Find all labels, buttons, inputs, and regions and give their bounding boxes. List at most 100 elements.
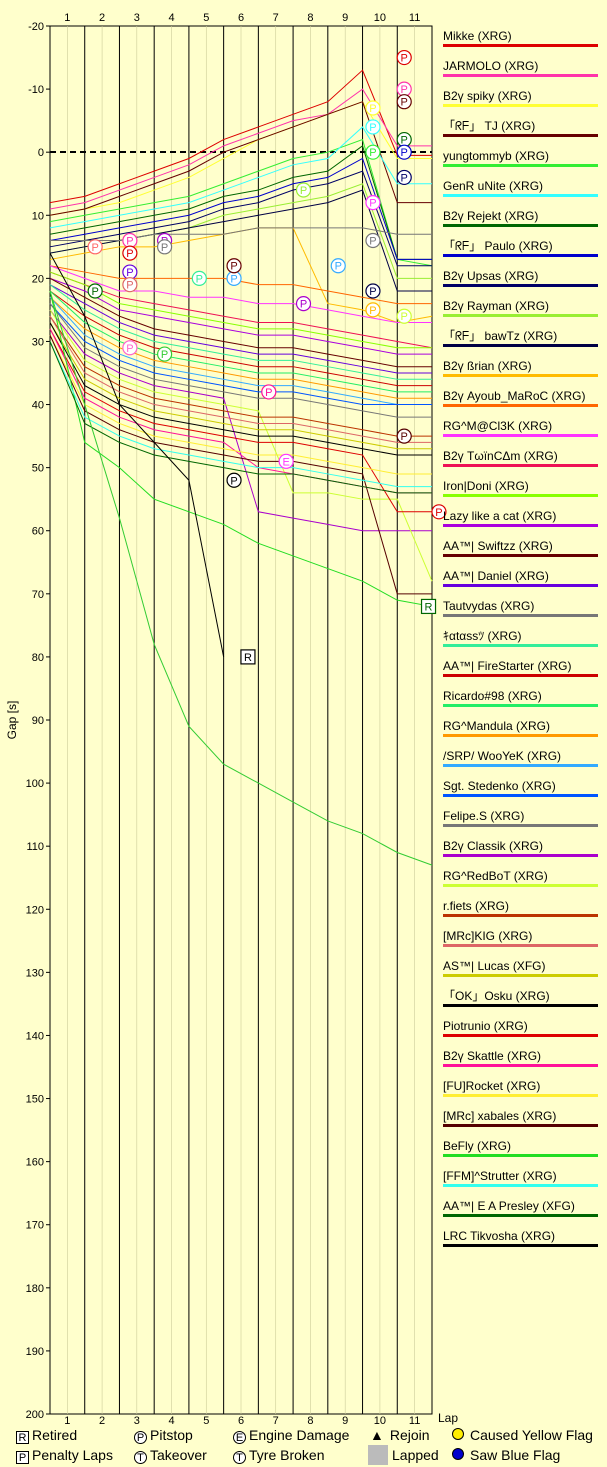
marker-p: P (226, 270, 242, 286)
pitstop-marker (365, 119, 381, 135)
x-tick-top: 4 (168, 12, 174, 24)
pitstop-marker (396, 49, 412, 66)
marker-r: R (240, 649, 256, 665)
legend-swatch (443, 344, 598, 347)
legend-swatch (443, 554, 598, 557)
series-line (49, 88, 432, 210)
legend-entry: 「ᖇᖴ」 TJ (XRG) (443, 119, 536, 133)
series-line (49, 296, 432, 406)
y-tick-label: 140 (26, 1030, 44, 1042)
legend-retired-label: Retired (32, 1427, 78, 1443)
pitstop-marker (365, 302, 381, 318)
marker-p: P (295, 182, 312, 198)
takeover-icon: T (134, 1451, 147, 1464)
y-ticks: -20 -10 0 10 20 30 40 50 60 70 80 90 100 110 120 130 140… (26, 21, 50, 1421)
legend-swatch (443, 134, 598, 137)
series-line (50, 227, 432, 242)
legend-swatch (443, 884, 598, 887)
marker-label: P (401, 147, 408, 159)
legend-entry: BeFly (XRG) (443, 1139, 512, 1153)
x-tick-bottom: 6 (238, 1415, 244, 1427)
marker-label: P (369, 286, 376, 298)
y-tick-label: 190 (26, 1346, 44, 1358)
marker-p: P (431, 504, 447, 520)
legend-entry: yungtommyb (XRG) (443, 149, 550, 163)
series-line (49, 290, 432, 393)
legend-rejoin-label: Rejoin (389, 1427, 430, 1443)
legend-pitstop: P Pitstop (134, 1427, 193, 1444)
legend-swatch (443, 1214, 598, 1217)
legend-entry: B2ү Rayman (XRG) (443, 299, 550, 313)
x-tick-top: 1 (64, 12, 70, 24)
x-tick-top: 7 (273, 12, 279, 24)
legend-swatch (443, 1034, 598, 1037)
legend-blue: Saw Blue Flag (452, 1447, 560, 1463)
y-tick-label: 110 (26, 841, 44, 853)
pitstop-marker (330, 258, 346, 274)
pitstop-marker (295, 182, 312, 198)
pitstop-marker (157, 346, 173, 362)
legend-swatch (443, 794, 598, 797)
series-line (49, 265, 432, 324)
legend-swatch (443, 104, 598, 107)
legend-entry: 「ᖇᖴ」 bawTz (XRG) (443, 329, 558, 343)
legend-entry: B2ү TωïnCΔm (XRG) (443, 449, 558, 463)
pitstop-marker (295, 296, 312, 312)
event-markers: PPPPPPPPPPPPPPPPPPPPPPPPPPPPPPPPPPERR (87, 49, 447, 665)
x-top-ticks: 1 2 3 4 5 6 7 8 9 10 11 (64, 12, 420, 24)
x-tick-top: 3 (134, 12, 140, 24)
marker-p: P (396, 169, 412, 186)
series-lines (49, 69, 433, 866)
legend-entry: Sgt. Stedenko (XRG) (443, 779, 556, 793)
pitstop-marker (365, 144, 381, 160)
marker-label: P (300, 185, 307, 197)
marker-label: P (369, 236, 376, 248)
legend-swatch (443, 1004, 598, 1007)
marker-label: P (126, 248, 133, 260)
series-line (49, 328, 432, 513)
marker-label: P (265, 387, 272, 399)
x-tick-top: 9 (342, 12, 348, 24)
legend-swatch (443, 1244, 598, 1247)
series-line (49, 252, 225, 658)
legend-entry: RG^RedBoT (XRG) (443, 869, 548, 883)
series-line (49, 290, 432, 387)
marker-label: P (196, 273, 203, 285)
legend-entry: 「OK」Osku (XRG) (443, 989, 550, 1003)
pitstop-marker (122, 340, 138, 356)
pitstop-marker (87, 239, 103, 255)
marker-label: P (369, 198, 376, 210)
legend-takeover-label: Takeover (150, 1447, 207, 1463)
marker-label: R (425, 601, 433, 613)
series-line (49, 290, 433, 866)
legend-swatch (443, 614, 598, 617)
series-line (49, 271, 432, 349)
legend-entry: JARMOLO (XRG) (443, 59, 539, 73)
legend-swatch (443, 704, 598, 707)
series-line (49, 138, 433, 267)
legend-swatch (443, 164, 598, 167)
marker-p: P (365, 302, 381, 318)
series-line (49, 126, 432, 229)
series-line (49, 341, 432, 488)
pitstop-icon: P (134, 1431, 147, 1444)
y-tick-label: 70 (32, 589, 44, 601)
legend-swatch (443, 314, 598, 317)
blue-flag-icon (452, 1448, 464, 1460)
series-line (49, 277, 432, 355)
marker-label: P (369, 122, 376, 134)
legend-entry: AA™| FireStarter (XRG) (443, 659, 572, 673)
legend-swatch (443, 734, 598, 737)
legend-entry: B2ү spiky (XRG) (443, 89, 532, 103)
y-tick-label: 170 (26, 1220, 44, 1232)
marker-p: P (191, 270, 207, 286)
lapped-swatch (368, 1445, 388, 1465)
rejoin-icon: ▲ (370, 1427, 384, 1443)
x-axis-label: Lap (438, 1411, 458, 1425)
marker-label: P (401, 84, 408, 96)
legend-engine-label: Engine Damage (249, 1427, 350, 1443)
x-tick-top: 10 (374, 12, 386, 24)
marker-p: P (122, 277, 138, 293)
legend-swatch (443, 1094, 598, 1097)
